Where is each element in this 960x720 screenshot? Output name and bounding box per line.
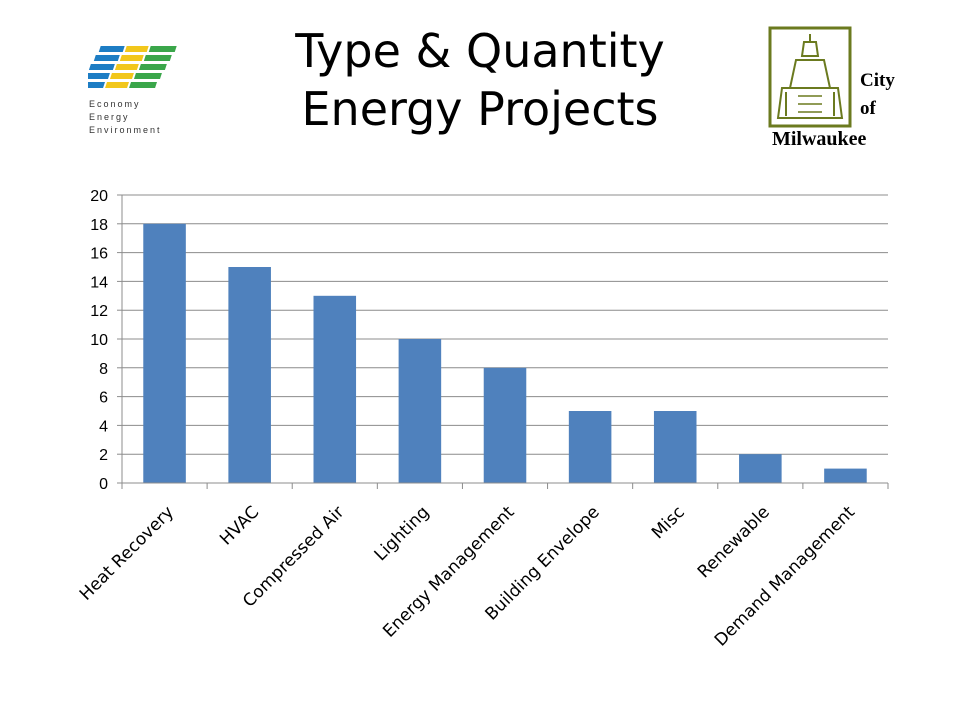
city-of-milwaukee-logo: City of Milwaukee xyxy=(768,26,918,156)
bar xyxy=(568,411,612,483)
title-line-2: Energy Projects xyxy=(301,82,659,136)
bar xyxy=(824,468,867,483)
y-tick-label: 10 xyxy=(90,332,108,349)
y-tick-label: 18 xyxy=(90,217,108,234)
logo-of-text: of xyxy=(860,98,876,119)
y-tick-label: 2 xyxy=(99,447,108,464)
x-tick-label: HVAC xyxy=(216,502,263,549)
y-tick-label: 0 xyxy=(99,476,108,493)
bars xyxy=(143,223,867,484)
y-tick-label: 14 xyxy=(90,274,108,291)
title-line-1: Type & Quantity xyxy=(295,24,665,78)
page-title: Type & Quantity Energy Projects xyxy=(200,22,760,138)
logo-tag-environment: Environment xyxy=(89,125,162,135)
logo-city-text: City xyxy=(860,70,895,91)
y-tick-label: 16 xyxy=(90,246,108,263)
x-tick-label: Lighting xyxy=(371,502,434,565)
y-tick-label: 20 xyxy=(90,188,108,205)
y-tick-label: 6 xyxy=(99,390,108,407)
bar xyxy=(228,267,271,483)
bar xyxy=(398,339,442,483)
x-tick-label: Heat Recovery xyxy=(76,502,178,604)
city-hall-seal-icon xyxy=(768,26,852,128)
x-tick-label: Demand Management xyxy=(711,502,859,650)
y-axis: 0 2 4 6 8 10 12 14 16 18 20 xyxy=(90,188,123,493)
logo-tag-energy: Energy xyxy=(89,112,130,122)
y-tick-label: 12 xyxy=(90,303,108,320)
logo-milwaukee-text: Milwaukee xyxy=(772,128,867,150)
y-tick-label: 4 xyxy=(99,418,108,435)
bar xyxy=(739,454,782,483)
bar xyxy=(313,295,357,483)
x-axis xyxy=(121,482,889,489)
bar xyxy=(653,411,697,483)
x-tick-label: Renewable xyxy=(694,502,774,582)
bar xyxy=(483,367,527,483)
y-tick-label: 8 xyxy=(99,361,108,378)
bar xyxy=(143,223,186,484)
x-tick-label: Misc xyxy=(648,502,689,543)
logo-tag-economy: Economy xyxy=(89,99,141,109)
